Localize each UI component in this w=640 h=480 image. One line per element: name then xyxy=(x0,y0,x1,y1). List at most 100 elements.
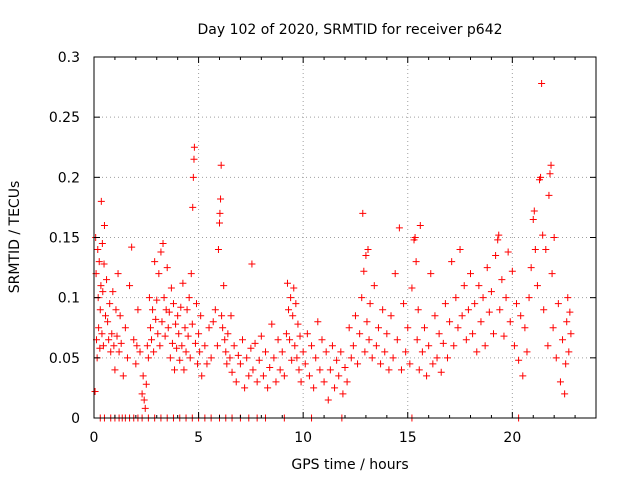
data-point xyxy=(245,372,253,380)
y-tick-label: 0.3 xyxy=(58,50,80,66)
data-point xyxy=(152,315,160,323)
data-point xyxy=(144,354,152,362)
data-point xyxy=(404,324,412,332)
chart-title: Day 102 of 2020, SRMTID for receiver p64… xyxy=(197,22,502,38)
x-axis-label: GPS time / hours xyxy=(291,457,408,473)
data-point xyxy=(542,246,550,254)
data-point xyxy=(287,294,295,302)
data-point xyxy=(345,324,353,332)
data-point xyxy=(471,300,479,308)
data-point xyxy=(142,380,150,388)
data-point xyxy=(121,324,129,332)
data-point xyxy=(540,306,548,314)
y-axis-label: SRMTID / TECUs xyxy=(7,181,23,294)
data-point xyxy=(310,384,318,392)
data-point xyxy=(504,248,512,256)
data-point xyxy=(218,312,226,320)
data-point xyxy=(322,348,330,356)
data-point xyxy=(110,342,118,350)
y-tick-label: 0 xyxy=(71,411,80,427)
data-point xyxy=(362,252,370,260)
data-point xyxy=(100,260,108,268)
data-point xyxy=(268,320,276,328)
data-point xyxy=(280,372,288,380)
data-point xyxy=(559,336,567,344)
x-tick-label: 0 xyxy=(90,430,99,446)
data-point xyxy=(184,332,192,340)
data-point xyxy=(460,282,468,290)
data-point xyxy=(452,294,460,302)
data-point xyxy=(219,324,227,332)
data-point xyxy=(248,260,256,268)
data-point xyxy=(239,336,247,344)
data-point xyxy=(370,282,378,290)
data-point xyxy=(477,318,485,326)
data-point xyxy=(539,231,547,239)
data-point xyxy=(361,348,369,356)
data-point xyxy=(521,324,529,332)
data-point xyxy=(234,351,242,359)
data-point xyxy=(149,306,157,314)
data-point xyxy=(172,320,180,328)
data-point xyxy=(418,348,426,356)
data-point xyxy=(547,161,555,169)
data-point xyxy=(530,207,538,215)
data-point xyxy=(552,354,560,362)
data-point xyxy=(490,330,498,338)
data-point xyxy=(450,342,458,350)
data-point xyxy=(259,372,267,380)
data-point xyxy=(400,300,408,308)
data-point xyxy=(365,336,373,344)
data-point xyxy=(456,246,464,254)
data-point xyxy=(278,348,286,356)
data-point xyxy=(178,342,186,350)
data-point xyxy=(148,336,156,344)
data-point xyxy=(411,234,419,241)
data-point xyxy=(165,308,173,316)
data-point xyxy=(312,354,320,362)
x-tick-label: 20 xyxy=(503,430,521,446)
data-point xyxy=(168,339,176,347)
data-point xyxy=(495,231,503,239)
data-point xyxy=(561,390,569,398)
data-point xyxy=(216,209,224,217)
data-point xyxy=(97,282,105,290)
data-point xyxy=(173,344,181,352)
data-point xyxy=(565,348,573,356)
data-point xyxy=(379,306,387,314)
data-point xyxy=(175,330,183,338)
data-point xyxy=(397,366,405,374)
data-point xyxy=(537,173,545,181)
data-point xyxy=(111,366,119,374)
data-point xyxy=(106,300,114,308)
data-point xyxy=(544,342,552,350)
data-point xyxy=(185,294,193,302)
data-point xyxy=(387,312,395,320)
data-point xyxy=(283,279,291,287)
data-point xyxy=(339,390,347,398)
data-point xyxy=(91,388,99,396)
data-point xyxy=(100,221,108,229)
data-point xyxy=(96,344,104,352)
data-point xyxy=(408,284,416,292)
data-point xyxy=(415,366,423,374)
data-point xyxy=(435,330,443,338)
data-point xyxy=(167,284,175,292)
data-point xyxy=(467,270,474,278)
data-point xyxy=(437,368,445,376)
data-point xyxy=(227,312,235,320)
data-point xyxy=(462,336,470,344)
data-point xyxy=(525,294,533,302)
data-point xyxy=(103,276,111,284)
data-point xyxy=(214,246,222,254)
data-point xyxy=(406,360,414,368)
data-point xyxy=(515,356,523,364)
data-point xyxy=(196,348,204,356)
y-tick-label: 0.1 xyxy=(58,291,80,307)
y-tick-label: 0.15 xyxy=(49,231,80,247)
data-point xyxy=(139,372,147,380)
data-point xyxy=(299,348,307,356)
data-point xyxy=(377,360,385,368)
data-point xyxy=(494,236,502,244)
data-point xyxy=(374,324,382,332)
